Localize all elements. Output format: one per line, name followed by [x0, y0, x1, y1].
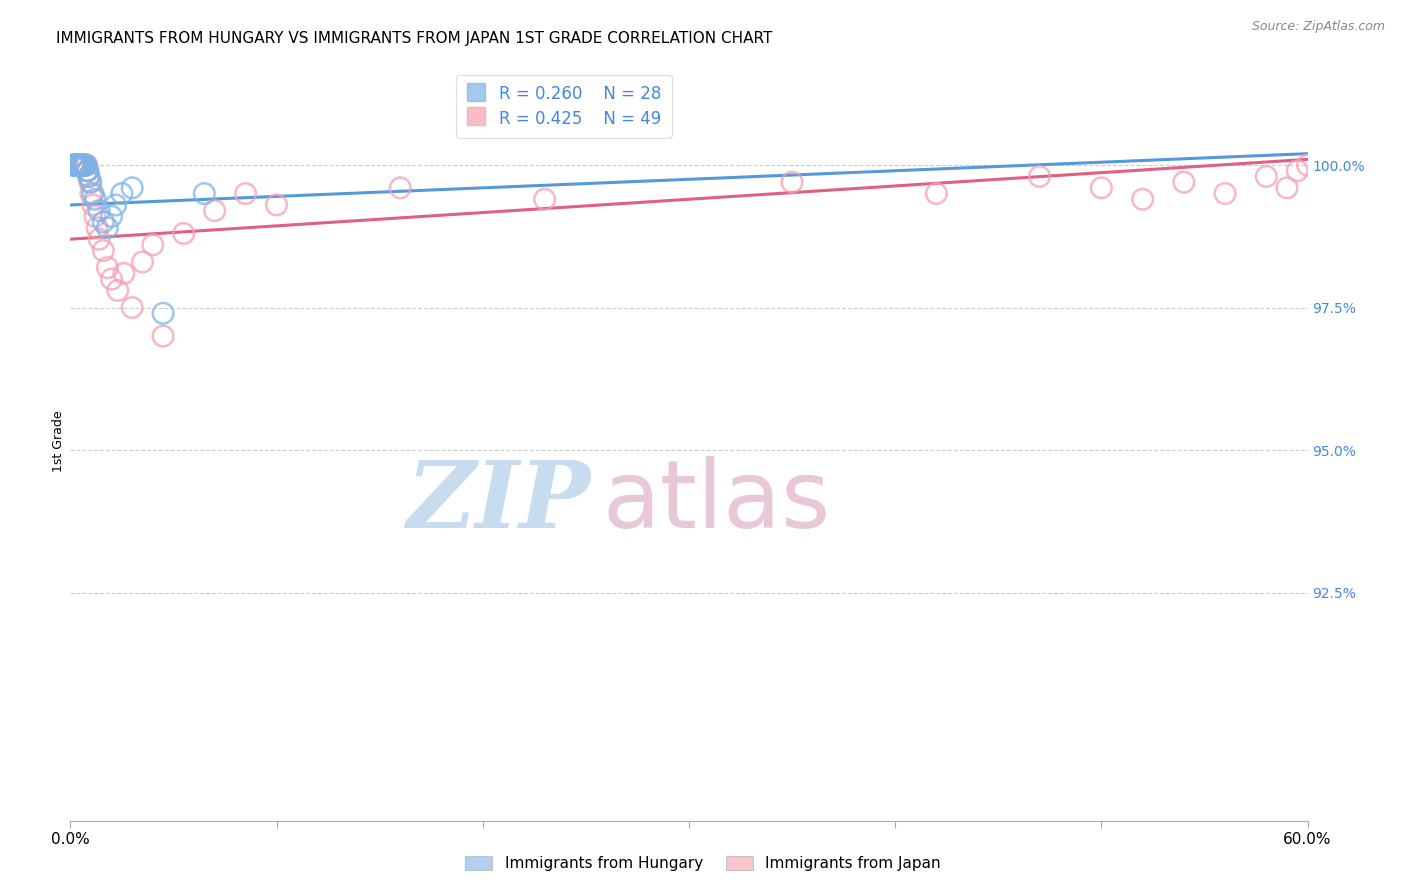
- Point: [72, 158, 94, 172]
- Point: [65, 158, 87, 172]
- Point: [84, 192, 107, 206]
- Point: [142, 238, 165, 252]
- Text: Source: ZipAtlas.com: Source: ZipAtlas.com: [1251, 20, 1385, 33]
- Point: [1132, 192, 1154, 206]
- Point: [1275, 181, 1298, 195]
- Point: [63, 158, 86, 172]
- Point: [131, 255, 153, 269]
- Point: [193, 186, 215, 201]
- Point: [79, 175, 101, 189]
- Point: [77, 169, 100, 184]
- Point: [65, 158, 87, 172]
- Point: [60, 158, 83, 172]
- Point: [72, 158, 94, 172]
- Point: [173, 227, 195, 241]
- Text: atlas: atlas: [602, 456, 831, 549]
- Point: [84, 210, 107, 224]
- Text: IMMIGRANTS FROM HUNGARY VS IMMIGRANTS FROM JAPAN 1ST GRADE CORRELATION CHART: IMMIGRANTS FROM HUNGARY VS IMMIGRANTS FR…: [56, 31, 773, 46]
- Point: [104, 198, 127, 212]
- Point: [73, 158, 96, 172]
- Point: [66, 158, 89, 172]
- Point: [1256, 169, 1278, 184]
- Point: [65, 158, 87, 172]
- Point: [76, 163, 98, 178]
- Point: [62, 158, 84, 172]
- Point: [75, 158, 97, 172]
- Point: [1296, 158, 1319, 172]
- Point: [80, 186, 103, 201]
- Point: [107, 284, 129, 298]
- Point: [152, 329, 174, 343]
- Point: [1090, 181, 1112, 195]
- Text: ZIP: ZIP: [406, 458, 591, 547]
- Point: [76, 158, 98, 172]
- Point: [533, 192, 555, 206]
- Point: [73, 158, 96, 172]
- Point: [75, 158, 97, 172]
- Point: [96, 220, 118, 235]
- Point: [389, 181, 412, 195]
- Point: [91, 244, 114, 258]
- Point: [62, 158, 84, 172]
- Point: [96, 260, 118, 275]
- Point: [91, 215, 114, 229]
- Point: [76, 163, 98, 178]
- Point: [266, 198, 288, 212]
- Point: [1213, 186, 1236, 201]
- Point: [1173, 175, 1195, 189]
- Point: [925, 186, 948, 201]
- Point: [235, 186, 257, 201]
- Point: [82, 198, 104, 212]
- Point: [70, 158, 93, 172]
- Point: [780, 175, 803, 189]
- Point: [66, 158, 89, 172]
- Point: [69, 158, 91, 172]
- Point: [65, 158, 87, 172]
- Point: [1286, 163, 1309, 178]
- Point: [80, 175, 103, 189]
- Point: [1028, 169, 1050, 184]
- Legend: R = 0.260    N = 28, R = 0.425    N = 49: R = 0.260 N = 28, R = 0.425 N = 49: [456, 75, 672, 137]
- Point: [67, 158, 90, 172]
- Point: [89, 232, 111, 246]
- Point: [73, 158, 96, 172]
- Point: [67, 158, 90, 172]
- Point: [77, 169, 100, 184]
- Point: [121, 181, 143, 195]
- Point: [82, 186, 104, 201]
- Point: [76, 163, 98, 178]
- Point: [70, 158, 93, 172]
- Legend: Immigrants from Hungary, Immigrants from Japan: Immigrants from Hungary, Immigrants from…: [458, 850, 948, 877]
- Point: [69, 158, 91, 172]
- Point: [89, 203, 111, 218]
- Point: [100, 210, 122, 224]
- Point: [111, 186, 134, 201]
- Point: [204, 203, 226, 218]
- Point: [69, 158, 91, 172]
- Y-axis label: 1st Grade: 1st Grade: [52, 410, 65, 473]
- Point: [73, 158, 96, 172]
- Point: [112, 266, 135, 280]
- Point: [152, 306, 174, 320]
- Point: [86, 220, 108, 235]
- Point: [121, 301, 143, 315]
- Point: [63, 158, 86, 172]
- Point: [69, 158, 91, 172]
- Point: [100, 272, 122, 286]
